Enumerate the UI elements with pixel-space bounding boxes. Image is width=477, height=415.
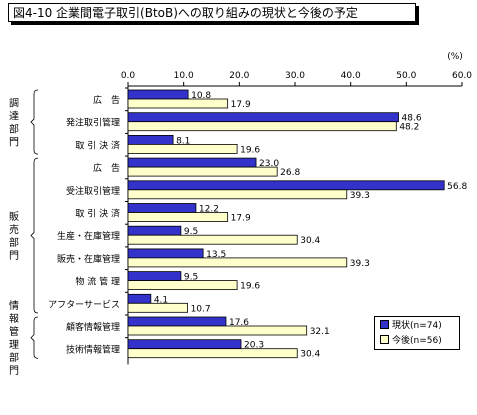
bar-current bbox=[127, 271, 182, 282]
category-label: 顧客情報管理 bbox=[66, 321, 120, 333]
data-label: 19.6 bbox=[240, 145, 260, 155]
bar-current bbox=[127, 157, 257, 168]
bar-current bbox=[127, 225, 182, 236]
bar-current bbox=[127, 316, 227, 327]
bar-future bbox=[127, 348, 298, 359]
category-label: アフターサービス bbox=[48, 299, 120, 310]
group-bracket bbox=[30, 157, 39, 314]
x-tick-label: 0.0 bbox=[121, 71, 136, 81]
bar-future bbox=[127, 302, 188, 313]
group-label-char: 達 bbox=[9, 111, 19, 123]
bar-future bbox=[127, 166, 278, 177]
data-label: 17.9 bbox=[231, 214, 251, 224]
bar-current bbox=[127, 112, 399, 123]
legend-item-future: 今後(n=56) bbox=[380, 335, 442, 347]
bar-future bbox=[127, 189, 348, 200]
category-label: 広 告 bbox=[93, 162, 120, 174]
data-label: 48.6 bbox=[402, 114, 422, 124]
group-label-char: 部 bbox=[9, 351, 19, 364]
bar-future bbox=[127, 143, 238, 154]
category-label: 広 告 bbox=[93, 94, 120, 106]
legend: 現状(n=74) 今後(n=56) bbox=[374, 316, 460, 350]
legend-swatch-current bbox=[380, 320, 389, 329]
legend-swatch-future bbox=[380, 335, 389, 344]
group-label-char: 調 bbox=[9, 97, 19, 110]
data-label: 26.8 bbox=[280, 168, 300, 178]
x-tick-label: 10.0 bbox=[174, 71, 194, 81]
data-label: 48.2 bbox=[399, 123, 419, 133]
data-label: 17.9 bbox=[231, 100, 251, 110]
data-label: 39.3 bbox=[350, 259, 370, 269]
group-label-char: 門 bbox=[9, 137, 19, 149]
unit-label: (%) bbox=[447, 52, 463, 62]
x-tick-label: 40.0 bbox=[341, 71, 361, 81]
legend-label-future: 今後(n=56) bbox=[392, 336, 442, 346]
data-label: 23.0 bbox=[259, 159, 279, 169]
category-label: 取 引 決 済 bbox=[75, 139, 120, 151]
bar-future bbox=[127, 212, 229, 222]
data-label: 32.1 bbox=[310, 327, 330, 337]
x-tick-label: 20.0 bbox=[229, 71, 249, 81]
bar-future bbox=[127, 280, 238, 291]
category-label: 受注取引管理 bbox=[66, 185, 120, 197]
legend-item-current: 現状(n=74) bbox=[380, 320, 442, 332]
category-label: 物 流 管 理 bbox=[75, 276, 120, 288]
bar-future bbox=[127, 257, 348, 268]
x-tick-label: 60.0 bbox=[452, 71, 472, 81]
data-label: 12.2 bbox=[199, 205, 219, 215]
chart-title: 図4-10 企業間電子取引(BtoB)への取り組みの現状と今後の予定 bbox=[8, 3, 416, 22]
bar-current bbox=[127, 134, 174, 145]
group-bracket bbox=[30, 89, 39, 155]
group-label-char: 販 bbox=[9, 211, 19, 223]
bar-future bbox=[127, 234, 298, 245]
data-label: 19.6 bbox=[240, 282, 260, 292]
x-tick-label: 50.0 bbox=[396, 71, 416, 81]
legend-label-current: 現状(n=74) bbox=[392, 321, 442, 331]
group-label-char: 売 bbox=[9, 223, 19, 236]
category-label: 技術情報管理 bbox=[66, 344, 120, 356]
data-label: 9.5 bbox=[184, 273, 198, 283]
bar-current bbox=[127, 293, 152, 304]
bar-current bbox=[127, 180, 445, 191]
data-label: 56.8 bbox=[447, 182, 467, 192]
data-label: 10.8 bbox=[191, 91, 211, 101]
group-label-char: 情 bbox=[9, 299, 19, 312]
bar-future bbox=[127, 325, 308, 336]
group-label-char: 理 bbox=[9, 339, 19, 351]
data-label: 9.5 bbox=[184, 227, 198, 237]
category-label: 生産・在庫管理 bbox=[57, 230, 120, 242]
group-label-char: 報 bbox=[9, 313, 19, 325]
data-label: 13.5 bbox=[206, 250, 226, 260]
group-label-char: 部 bbox=[9, 236, 19, 249]
bar-current bbox=[127, 339, 242, 350]
data-label: 30.4 bbox=[300, 236, 320, 246]
data-label: 8.1 bbox=[176, 136, 190, 146]
group-bracket bbox=[30, 316, 39, 359]
data-label: 30.4 bbox=[300, 350, 320, 360]
x-tick-label: 30.0 bbox=[285, 71, 305, 81]
group-label-char: 管 bbox=[9, 325, 19, 338]
group-label-char: 部 bbox=[9, 123, 19, 136]
bar-future bbox=[127, 121, 397, 132]
category-label: 取 引 決 済 bbox=[75, 208, 120, 220]
category-label: 発注取引管理 bbox=[66, 117, 120, 129]
bar-future bbox=[127, 98, 229, 109]
group-label-char: 門 bbox=[9, 365, 19, 377]
group-label-char: 門 bbox=[9, 250, 19, 262]
category-label: 販売・在庫管理 bbox=[57, 253, 120, 265]
data-label: 20.3 bbox=[244, 341, 264, 351]
bar-current bbox=[127, 248, 204, 259]
data-label: 10.7 bbox=[191, 304, 211, 314]
bar-current bbox=[127, 89, 189, 100]
data-label: 4.1 bbox=[154, 295, 168, 305]
data-label: 39.3 bbox=[350, 191, 370, 201]
data-label: 17.6 bbox=[229, 318, 249, 328]
bar-current bbox=[127, 203, 197, 213]
